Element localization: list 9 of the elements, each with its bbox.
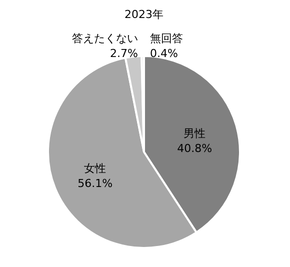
data-label: 56.1% bbox=[78, 176, 113, 190]
data-label: 0.4% bbox=[150, 47, 178, 60]
chart-title: 2023年 bbox=[124, 8, 164, 21]
data-label: 40.8% bbox=[177, 142, 212, 155]
data-label: 2.7% bbox=[110, 47, 138, 60]
slice-label: 答えたくない bbox=[72, 32, 138, 45]
slice-label: 男性 bbox=[184, 126, 206, 140]
slice-label: 女性 bbox=[84, 162, 106, 175]
slice-label: 無回答 bbox=[150, 32, 183, 45]
